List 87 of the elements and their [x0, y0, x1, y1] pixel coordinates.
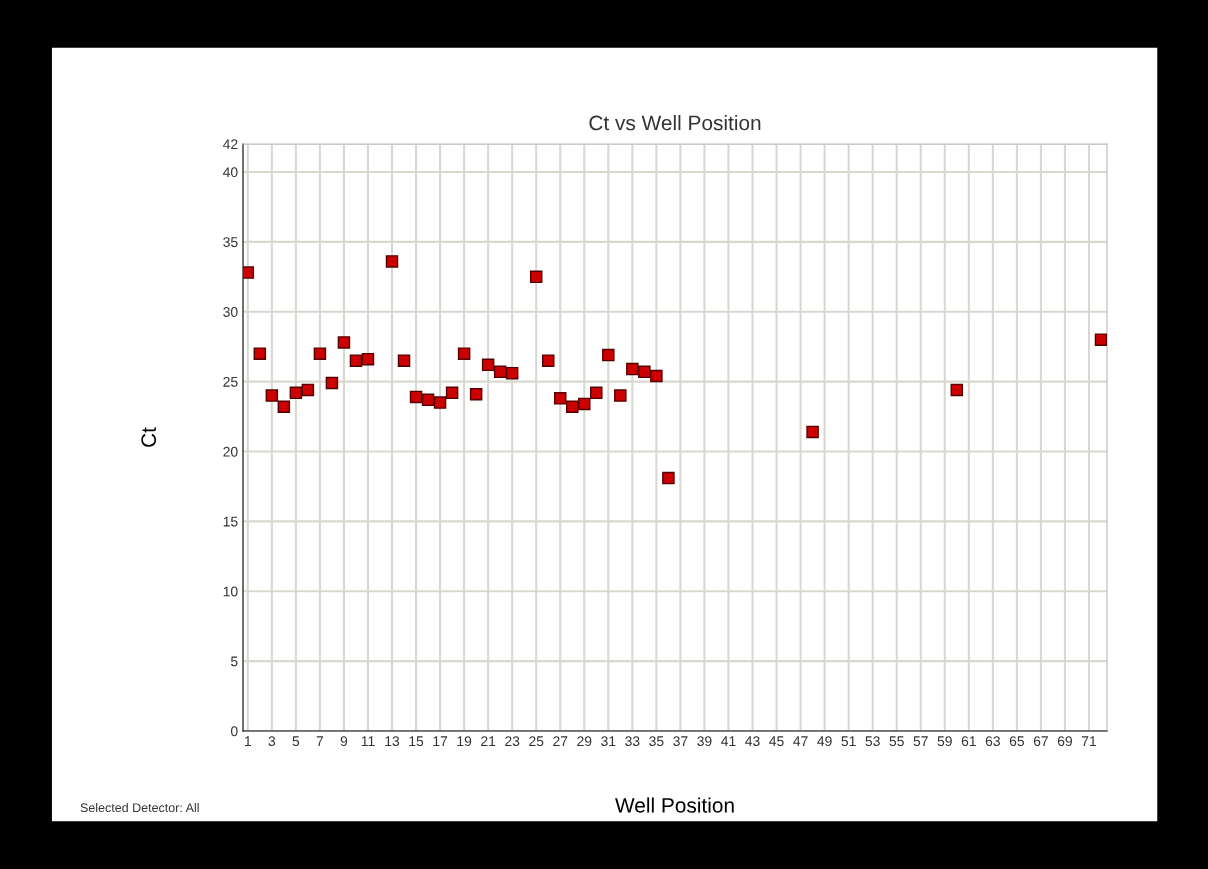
point	[481, 358, 495, 372]
text: Selected Detector: All	[80, 802, 199, 813]
x-tick-label: 11	[361, 736, 375, 746]
x-tick-label: 71	[1081, 736, 1097, 746]
point	[433, 396, 447, 409]
point	[301, 383, 315, 397]
x-tick-label: 65	[1009, 736, 1025, 747]
x-tick-label: 61	[961, 736, 976, 747]
y-tick-label: 30	[223, 307, 238, 317]
x-tick-label: 3	[268, 736, 276, 747]
point	[626, 362, 639, 376]
x-tick-label: 67	[1033, 736, 1048, 747]
point	[457, 347, 471, 360]
y-tick-label: 25	[223, 376, 238, 387]
point	[1094, 333, 1107, 346]
point	[277, 400, 291, 414]
x-tick-label: 41	[721, 736, 736, 746]
point	[493, 365, 507, 379]
x-tick-label: 25	[529, 736, 544, 747]
point	[349, 354, 363, 367]
x-tick-label: 9	[340, 736, 348, 747]
x-tick-label: 39	[697, 736, 712, 747]
x-tick-label: 23	[505, 736, 520, 747]
x-tick-label: 27	[553, 736, 568, 746]
x-tick-label: 21	[481, 736, 496, 746]
y-tick-label: 42	[223, 139, 238, 150]
point	[662, 471, 675, 485]
y-tick-label: 35	[223, 237, 238, 247]
x-tick-label: 49	[817, 736, 832, 747]
point	[337, 336, 351, 349]
x-tick-label: 5	[292, 736, 300, 747]
point	[553, 392, 567, 405]
x-tick-label: 33	[625, 736, 640, 747]
point	[243, 266, 255, 279]
y-tick-label: 40	[223, 167, 238, 178]
y-tick-label: 5	[230, 656, 238, 667]
x-tick-label: 17	[433, 736, 448, 746]
x-tick-label: 51	[841, 736, 856, 747]
point	[505, 366, 519, 380]
x-tick-label: 13	[385, 736, 400, 747]
x-tick-label: 35	[649, 736, 664, 747]
y-tick-label: 10	[223, 586, 238, 597]
x-tick-label: 53	[865, 736, 880, 747]
chart-title: Ct vs Well Position	[589, 115, 761, 131]
y-tick-label: 0	[230, 726, 238, 737]
point	[950, 383, 964, 397]
y-axis-title: Ct	[141, 427, 157, 447]
x-tick-label: 37	[673, 736, 688, 747]
point	[614, 389, 627, 402]
point	[409, 390, 423, 404]
x-tick-label: 19	[457, 736, 472, 747]
point	[397, 354, 411, 367]
x-tick-label: 45	[769, 736, 784, 747]
x-axis-title: Well Position	[615, 797, 734, 813]
point	[445, 386, 459, 400]
y-tick-label: 15	[223, 516, 238, 527]
x-tick-label: 57	[913, 736, 928, 747]
point	[325, 376, 339, 390]
x-tick-label: 69	[1057, 736, 1073, 747]
x-tick-label: 7	[316, 736, 324, 746]
x-tick-label: 15	[409, 736, 424, 747]
x-tick-label: 63	[985, 736, 1000, 747]
point	[265, 389, 279, 402]
x-tick-label: 29	[577, 736, 592, 747]
point	[566, 400, 579, 414]
x-tick-label: 59	[937, 736, 952, 747]
y-tick-label: 20	[223, 446, 238, 457]
x-tick-label: 43	[745, 736, 760, 747]
point	[541, 354, 555, 367]
point	[385, 255, 399, 268]
point	[650, 369, 663, 383]
point	[313, 347, 327, 360]
point	[590, 386, 603, 400]
point	[529, 270, 543, 284]
point	[578, 397, 591, 411]
point	[806, 425, 819, 439]
point	[361, 352, 375, 366]
x-tick-label: 55	[889, 736, 904, 747]
point	[602, 348, 615, 362]
x-tick-label: 31	[601, 736, 616, 747]
point	[469, 387, 483, 401]
point	[638, 365, 651, 379]
point	[289, 386, 303, 400]
point	[253, 347, 267, 360]
x-tick-label: 47	[793, 736, 808, 746]
point	[421, 393, 435, 407]
x-tick-label: 1	[245, 736, 251, 746]
